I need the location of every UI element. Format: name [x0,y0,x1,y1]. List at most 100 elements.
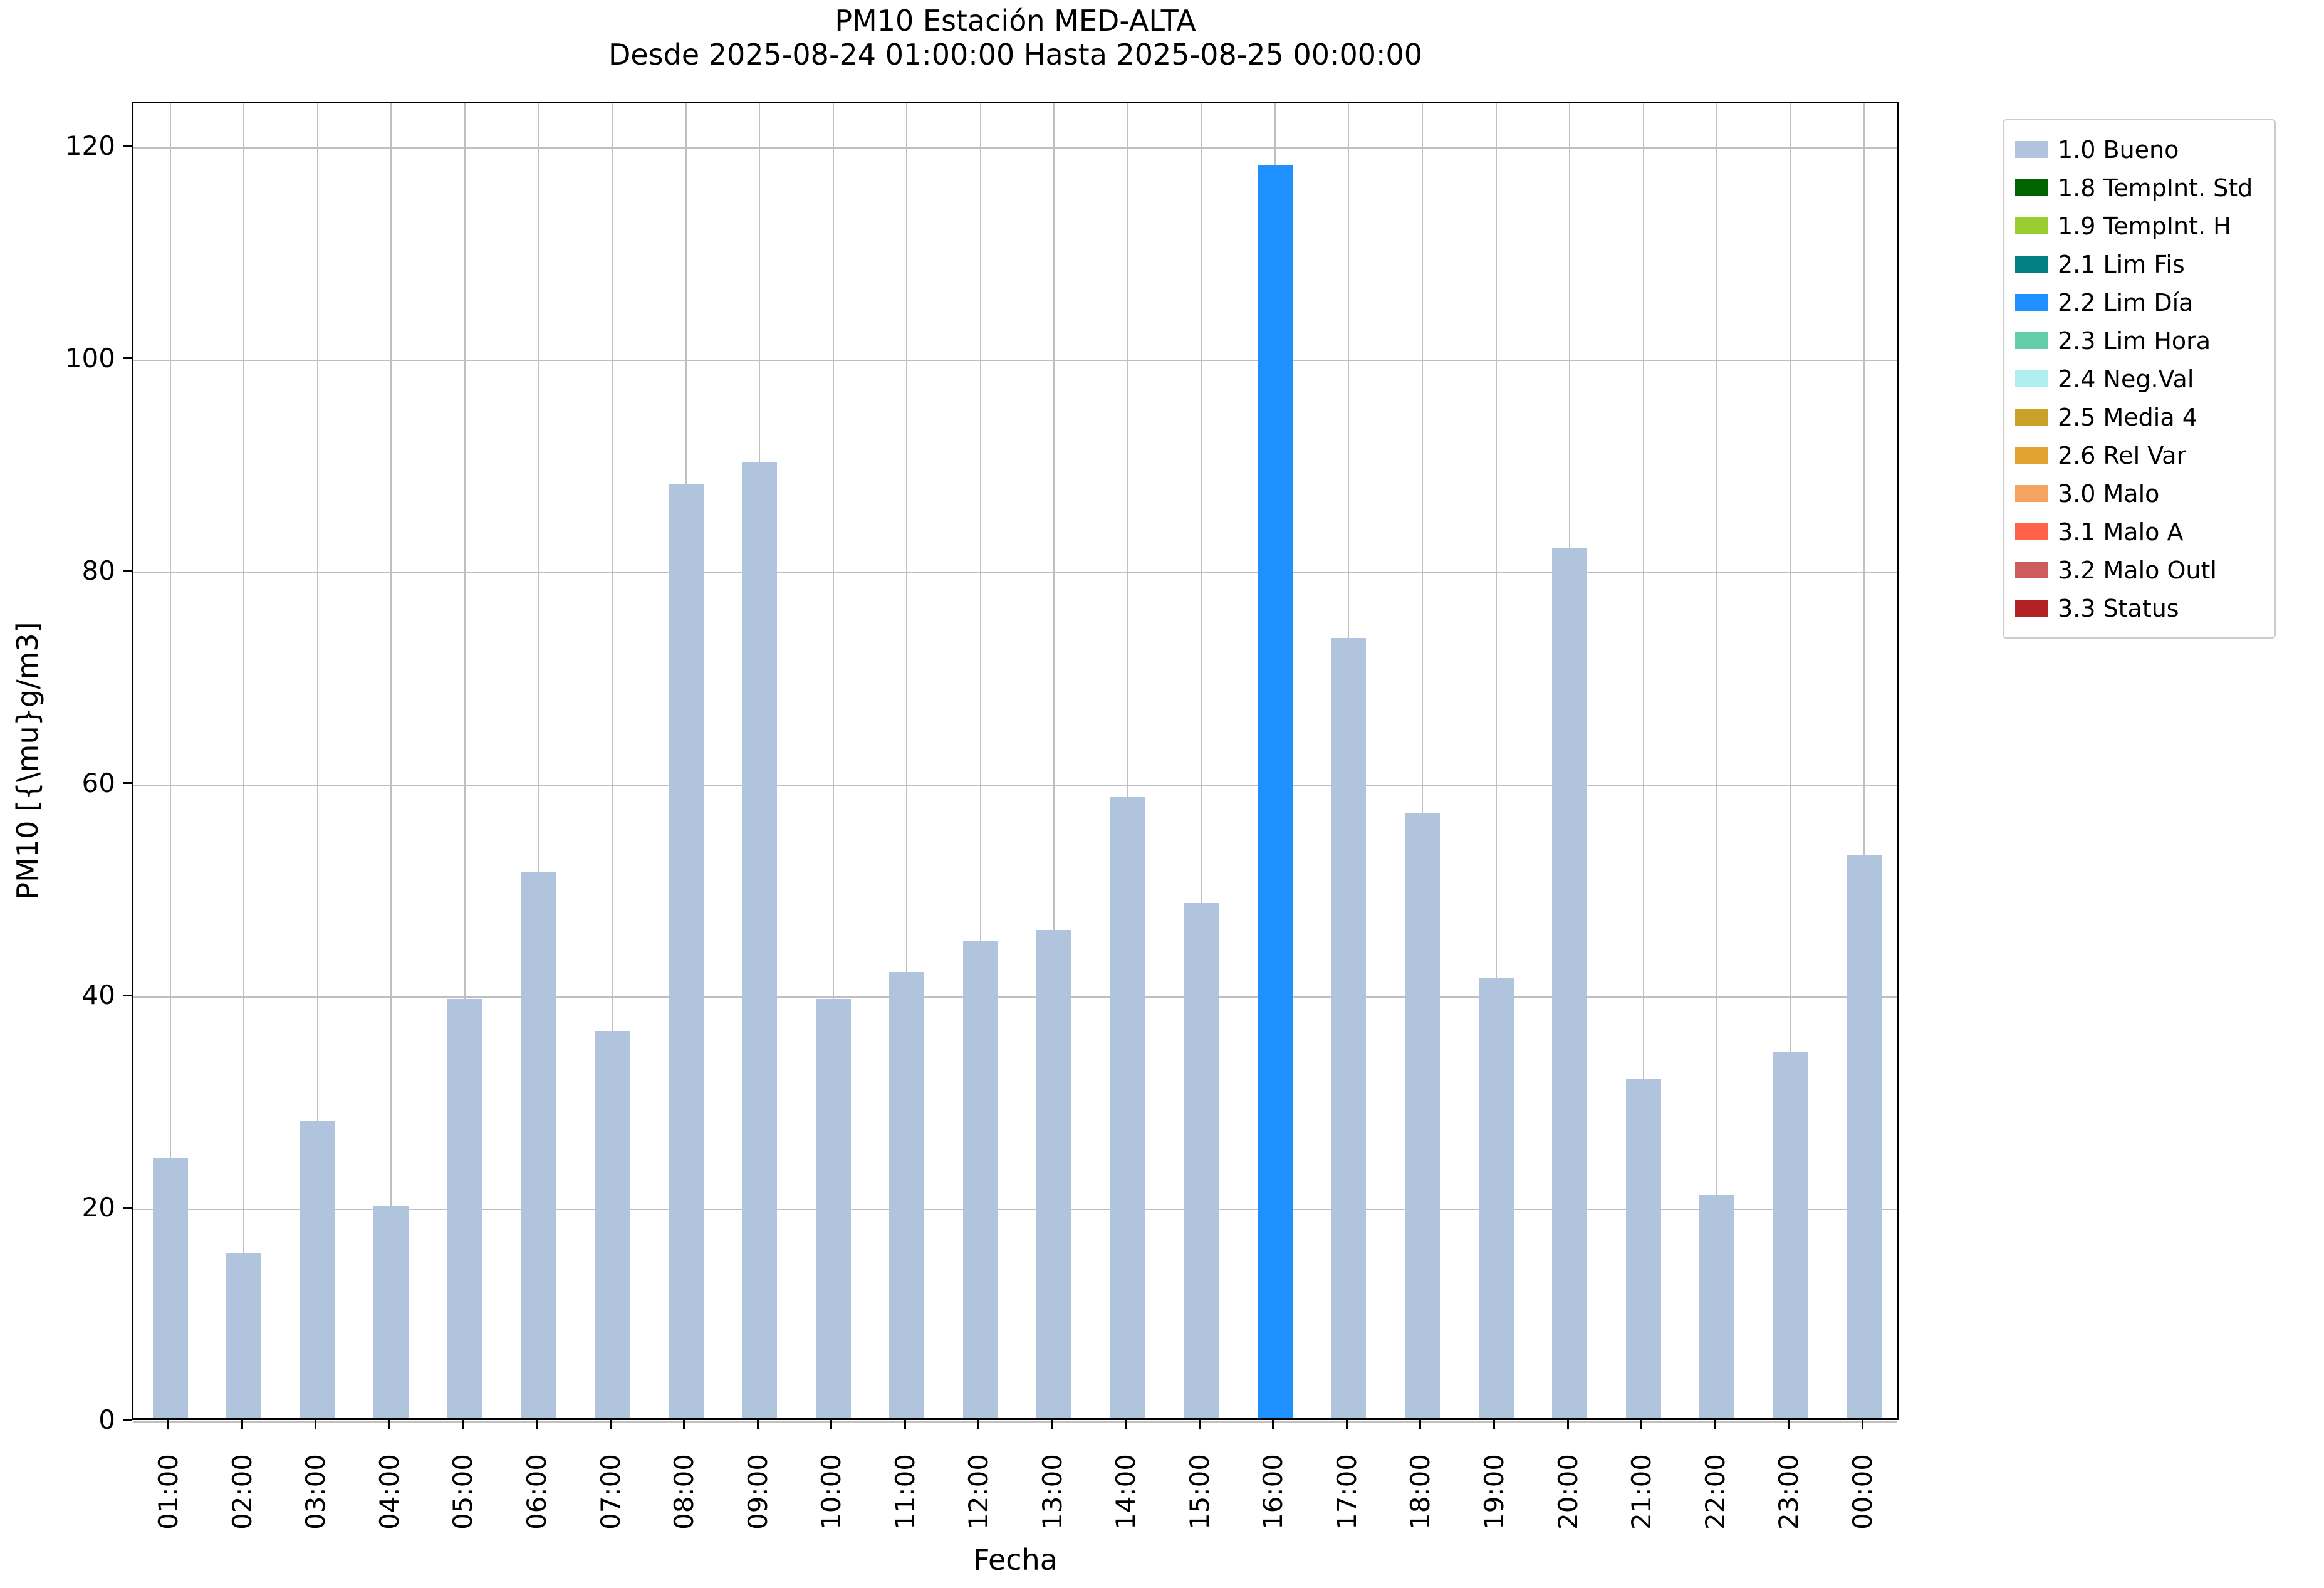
x-tick-label-text: 16:00 [1258,1453,1289,1530]
bar-05:00 [447,998,482,1418]
legend-item: 2.6 Rel Var [2015,436,2263,474]
legend-item-label: 1.0 Bueno [2058,135,2179,164]
x-tick-mark [756,1420,759,1429]
x-tick-mark [1051,1420,1053,1429]
x-tick-label-text: 22:00 [1699,1453,1731,1530]
bar-14:00 [1110,797,1145,1418]
y-tick-label: 100 [65,342,115,373]
bar-08:00 [668,484,704,1418]
legend-color-swatch [2015,600,2048,617]
gridline-vertical [1201,103,1202,1418]
x-tick-label: 02:00 [206,1429,279,1554]
x-tick-mark [683,1420,685,1429]
x-tick-label-text: 06:00 [521,1453,552,1530]
gridline-vertical [464,103,466,1418]
legend-color-swatch [2015,562,2048,578]
gridline-vertical [538,103,539,1418]
x-tick-mark [830,1420,833,1429]
x-tick-mark [241,1420,243,1429]
x-tick-label: 06:00 [500,1429,574,1554]
x-tick-label: 01:00 [132,1429,206,1554]
x-tick-label: 05:00 [426,1429,500,1554]
x-tick-label-text: 07:00 [595,1453,626,1530]
x-tick-label: 11:00 [868,1429,942,1554]
x-tick-label: 14:00 [1089,1429,1163,1554]
x-tick-label-text: 18:00 [1405,1453,1436,1530]
bar-16:00 [1257,165,1293,1418]
x-tick-mark [1198,1420,1201,1429]
bar-04:00 [373,1206,409,1418]
x-tick-label-text: 04:00 [373,1453,405,1530]
bar-13:00 [1036,929,1072,1418]
bar-12:00 [962,940,998,1418]
bar-09:00 [742,462,778,1418]
plot-area [132,102,1899,1423]
legend-color-swatch [2015,485,2048,502]
legend-item-label: 2.5 Media 4 [2058,403,2197,431]
legend-color-swatch [2015,256,2048,273]
x-tick-label: 10:00 [795,1429,868,1554]
legend-color-swatch [2015,217,2048,234]
x-tick-label-text: 00:00 [1847,1453,1878,1530]
x-tick-mark [1345,1420,1348,1429]
gridline-vertical [316,103,318,1418]
y-tick-mark [123,994,132,996]
x-tick-mark [1566,1420,1569,1429]
legend-item: 2.4 Neg.Val [2015,360,2263,398]
chart-subtitle: Desde 2025-08-24 01:00:00 Hasta 2025-08-… [608,38,1423,71]
x-tick-mark [1125,1420,1127,1429]
x-tick-label: 03:00 [279,1429,353,1554]
y-tick-label: 0 [98,1404,115,1435]
bar-23:00 [1773,1052,1808,1418]
legend-item-label: 2.2 Lim Día [2058,288,2194,316]
x-tick-mark [609,1420,612,1429]
legend-item: 2.2 Lim Día [2015,283,2263,321]
chart-title-block: PM10 Estación MED-ALTA Desde 2025-08-24 … [132,4,1899,71]
legend-item-label: 3.2 Malo Outl [2058,556,2217,584]
gridline-vertical [1053,103,1055,1418]
x-tick-label: 07:00 [573,1429,647,1554]
legend-item-label: 2.6 Rel Var [2058,441,2187,469]
legend: 1.0 Bueno 1.8 TempInt. Std 1.9 TempInt. H 2… [2003,119,2276,639]
x-tick-label: 13:00 [1016,1429,1090,1554]
gridline-horizontal [133,1209,1897,1211]
x-tick-label: 15:00 [1163,1429,1237,1554]
bar-01:00 [152,1157,188,1418]
x-tick-label-text: 14:00 [1110,1453,1142,1530]
bar-19:00 [1478,977,1514,1418]
y-tick-mark [123,1206,132,1209]
x-tick-label-text: 21:00 [1626,1453,1657,1530]
gridline-vertical [1716,103,1718,1418]
gridline-vertical [169,103,171,1418]
legend-item-label: 3.1 Malo A [2058,518,2184,546]
y-tick-mark [123,145,132,147]
legend-color-swatch [2015,179,2048,196]
y-tick-label: 40 [81,979,115,1011]
bar-20:00 [1552,547,1588,1418]
x-tick-mark [167,1420,170,1429]
legend-item: 3.2 Malo Outl [2015,551,2263,589]
legend-color-swatch [2015,447,2048,464]
gridline-vertical [832,103,834,1418]
x-tick-label-text: 13:00 [1036,1453,1068,1530]
legend-item: 1.8 TempInt. Std [2015,169,2263,207]
bar-10:00 [815,998,851,1418]
gridline-horizontal [133,784,1897,786]
legend-item: 2.3 Lim Hora [2015,321,2263,360]
x-tick-label-text: 08:00 [669,1453,700,1530]
x-tick-label-text: 05:00 [447,1453,479,1530]
x-tick-mark [904,1420,906,1429]
x-tick-label: 08:00 [647,1429,721,1554]
x-tick-label-text: 23:00 [1773,1453,1805,1530]
x-tick-label-text: 12:00 [963,1453,994,1530]
x-tick-mark [388,1420,390,1429]
legend-item: 3.1 Malo A [2015,513,2263,551]
bar-11:00 [889,972,925,1418]
x-tick-mark [535,1420,538,1429]
gridline-vertical [1790,103,1791,1418]
x-tick-label: 18:00 [1383,1429,1457,1554]
bar-22:00 [1699,1195,1735,1418]
legend-item: 1.9 TempInt. H [2015,207,2263,245]
legend-color-swatch [2015,294,2048,311]
